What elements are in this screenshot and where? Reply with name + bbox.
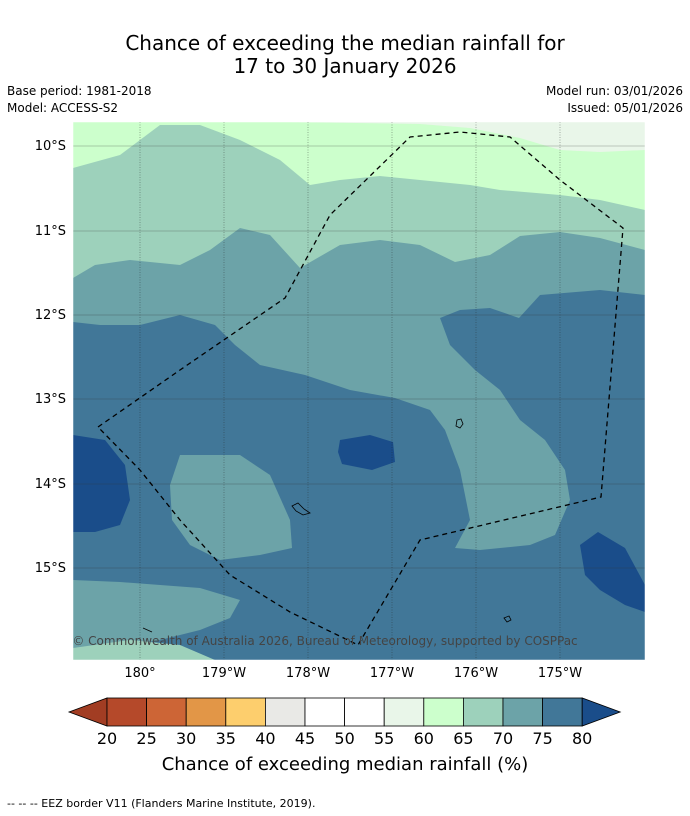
lon-label-179w: 179°W: [201, 666, 247, 681]
map-plot-area: [73, 122, 645, 660]
copyright-notice: © Commonwealth of Australia 2026, Bureau…: [72, 634, 577, 648]
band-70-75-bottom-left: [73, 640, 215, 660]
model-run: Model run: 03/01/2026: [545, 84, 683, 98]
lon-label-180: 180°: [124, 666, 156, 681]
issued-date: Issued: 05/01/2026: [567, 101, 683, 115]
band-60-65: [73, 122, 645, 210]
colorbar-tick-label: 40: [255, 729, 276, 748]
lon-label-178w: 178°W: [285, 666, 331, 681]
eez-legend-note: -- -- -- EEZ border V11 (Flanders Marine…: [7, 797, 316, 810]
island-futuna: [291, 502, 311, 516]
colorbar-tick-label: 60: [413, 729, 434, 748]
colorbar-tick-label: 25: [136, 729, 157, 748]
colorbar-tick-label: 45: [294, 729, 316, 748]
lat-label-14s: 14°S: [34, 477, 66, 492]
lat-label-13s: 13°S: [34, 392, 66, 407]
lon-label-175w: 175°W: [537, 666, 583, 681]
eez-border: [96, 131, 624, 646]
colorbar-label: Chance of exceeding median rainfall (%): [161, 754, 529, 775]
colorbar-tick-label: 35: [215, 729, 236, 748]
map-title-line1: Chance of exceeding the median rainfall …: [125, 31, 565, 55]
colorbar-tick-label: 20: [96, 729, 118, 748]
island-southeast: [503, 615, 512, 623]
colorbar-tick-label: 65: [453, 729, 474, 748]
band-70-75-south: [170, 455, 292, 560]
colorbar-tick-label: 30: [176, 729, 197, 748]
colorbar-segment: [502, 697, 543, 727]
colorbar-segment: [185, 697, 227, 727]
colorbar-segment: [344, 697, 385, 727]
lat-label-12s: 12°S: [34, 308, 66, 323]
colorbar-tick-label: 75: [532, 729, 553, 748]
colorbar-segment: [106, 697, 147, 727]
model-name: Model: ACCESS-S2: [7, 101, 119, 115]
latitude-lines: [73, 145, 645, 569]
base-period: Base period: 1981-2018: [7, 84, 152, 98]
colorbar-tick-label: 70: [492, 729, 514, 748]
colorbar-tick-label: 50: [334, 729, 355, 748]
colorbar-tick-label: 80: [572, 729, 593, 748]
colorbar-tick-label: 55: [374, 729, 395, 748]
band-80-plus-central: [338, 435, 395, 470]
island-southwest: [142, 627, 153, 633]
colorbar-segment: [462, 697, 504, 727]
lat-label-11s: 11°S: [34, 224, 66, 239]
colorbar-extend-low: [67, 697, 108, 727]
colorbar-segment: [383, 697, 425, 727]
colorbar-segment: [225, 697, 266, 727]
graticule: [139, 122, 561, 660]
band-70-75-bottom: [73, 580, 240, 648]
band-80-plus-west: [73, 435, 130, 532]
colorbar-extend-high: [581, 697, 622, 727]
lat-label-15s: 15°S: [34, 561, 66, 576]
lat-label-10s: 10°S: [34, 139, 66, 154]
band-80-plus-southeast: [580, 532, 645, 612]
colorbar-segment: [304, 697, 345, 727]
band-55-60: [290, 122, 645, 152]
colorbar-segment: [264, 697, 306, 727]
map-title-line2: 17 to 30 January 2026: [233, 54, 457, 78]
island-wallis: [455, 418, 464, 429]
colorbar-segment: [146, 697, 187, 727]
lon-label-177w: 177°W: [369, 666, 415, 681]
lon-label-176w: 176°W: [453, 666, 499, 681]
colorbar-segment: [423, 697, 464, 727]
colorbar-segment: [542, 697, 583, 727]
